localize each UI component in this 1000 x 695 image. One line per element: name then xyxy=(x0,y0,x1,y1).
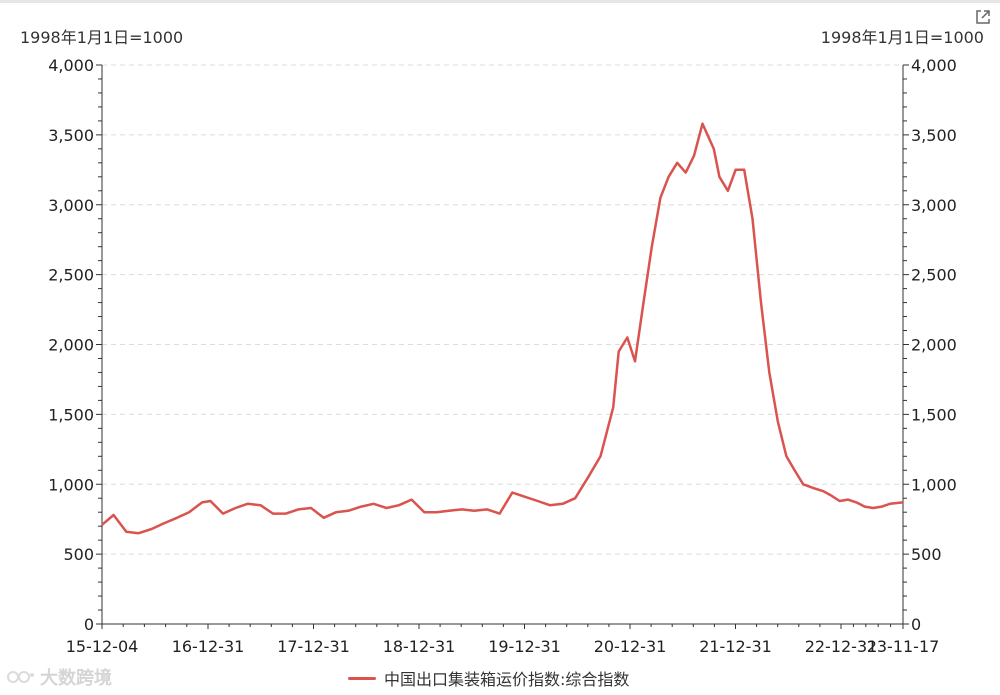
watermark-text: 大数跨境 xyxy=(40,668,112,689)
line-chart: 0 0 500 500 1,000 1,000 1,500 1,500 2,000 2,000 2,… xyxy=(48,56,957,656)
x-tick-label: 19-12-31 xyxy=(488,637,561,656)
y-tick-label-left: 2,000 xyxy=(48,336,94,355)
legend[interactable]: 中国出口集装箱运价指数:综合指数 xyxy=(348,666,629,690)
legend-label: 中国出口集装箱运价指数:综合指数 xyxy=(384,670,630,689)
y-tick-label-right: 500 xyxy=(911,545,942,564)
y-tick-label-right: 1,500 xyxy=(911,405,957,424)
y-tick-label-left: 2,500 xyxy=(48,266,94,285)
x-tick-label: 15-12-04 xyxy=(66,637,139,656)
x-tick-label: 17-12-31 xyxy=(277,637,350,656)
right-axis-unit-label: 1998年1月1日=1000 xyxy=(820,28,984,47)
x-tick-label: 16-12-31 xyxy=(172,637,245,656)
watermark-logo-icon xyxy=(7,671,34,683)
y-tick-label-right: 3,000 xyxy=(911,196,957,215)
y-tick-label-left: 4,000 xyxy=(48,56,94,75)
y-tick-label-right: 0 xyxy=(911,615,921,634)
y-tick-label-right: 2,000 xyxy=(911,336,957,355)
x-tick-label: 23-11-17 xyxy=(867,637,940,656)
x-tick-label: 20-12-31 xyxy=(594,637,667,656)
y-tick-label-left: 3,500 xyxy=(48,126,94,145)
watermark: 大数跨境 xyxy=(6,664,112,690)
y-tick-label-left: 1,000 xyxy=(48,475,94,494)
legend-swatch xyxy=(348,676,376,680)
x-tick-label: 21-12-31 xyxy=(699,637,772,656)
y-tick-label-right: 1,000 xyxy=(911,475,957,494)
y-tick-label-right: 3,500 xyxy=(911,126,957,145)
y-tick-label-left: 1,500 xyxy=(48,405,94,424)
y-tick-label-right: 4,000 xyxy=(911,56,957,75)
x-tick-label: 22-12-31 xyxy=(805,637,878,656)
top-border xyxy=(0,0,1000,3)
y-tick-label-right: 2,500 xyxy=(911,266,957,285)
left-axis-unit-label: 1998年1月1日=1000 xyxy=(20,28,184,47)
series-line xyxy=(101,122,904,535)
x-tick-label: 18-12-31 xyxy=(383,637,456,656)
y-tick-label-left: 0 xyxy=(84,615,94,634)
y-tick-label-left: 500 xyxy=(63,545,94,564)
expand-icon[interactable] xyxy=(974,8,992,26)
y-tick-label-left: 3,000 xyxy=(48,196,94,215)
